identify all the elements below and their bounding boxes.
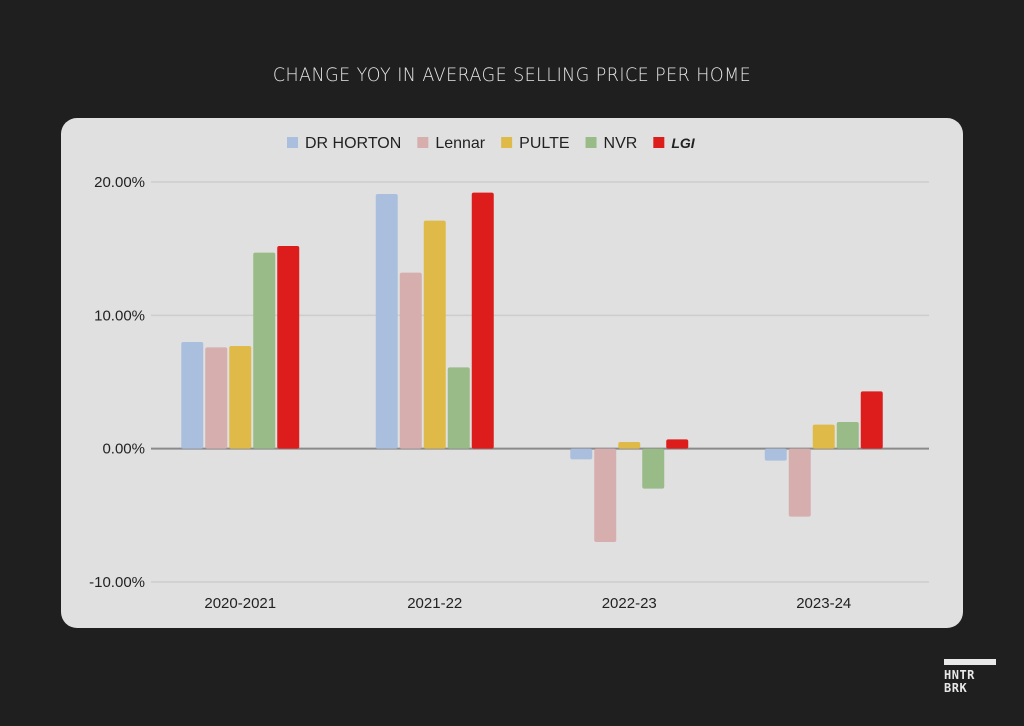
legend-label: Lennar — [435, 135, 485, 152]
bar-lgi-2022-23 — [666, 439, 689, 449]
bar-nvr-2020-2021 — [253, 252, 276, 449]
legend-swatch — [417, 137, 429, 148]
y-axis-ticks: 20.00% 10.00% 0.00% -10.00% — [89, 174, 145, 591]
logo-bar — [944, 659, 996, 665]
chart-title: CHANGE YOY IN AVERAGE SELLING PRICE PER … — [272, 64, 752, 86]
logo-line-1: HNTR — [944, 668, 975, 682]
legend-swatch — [287, 137, 298, 148]
legend-label: LGI — [671, 135, 695, 151]
brand-logo: HNTR BRK — [944, 659, 996, 695]
bars — [181, 192, 883, 542]
x-tick-label: 2020-2021 — [204, 595, 276, 612]
bar-nvr-2023-24 — [836, 422, 859, 449]
y-tick-label: 20.00% — [94, 174, 145, 191]
legend-label: DR HORTON — [305, 135, 401, 152]
chart-card: DR HORTON Lennar PULTE NVR LGI 20.00% 10.00% 0… — [61, 118, 963, 628]
bar-pulte-2021-22 — [423, 220, 446, 449]
bar-lennar-2020-2021 — [205, 347, 228, 449]
bar-pulte-2023-24 — [812, 424, 835, 449]
bar-nvr-2021-22 — [447, 367, 470, 449]
bar-lgi-2020-2021 — [277, 246, 300, 449]
x-tick-label: 2021-22 — [407, 595, 462, 612]
legend: DR HORTON Lennar PULTE NVR LGI — [287, 135, 696, 152]
bar-dr-horton-2022-23 — [570, 448, 593, 460]
x-tick-label: 2022-23 — [602, 595, 657, 612]
logo-line-2: BRK — [944, 681, 968, 695]
legend-label: PULTE — [519, 135, 569, 152]
bar-pulte-2020-2021 — [229, 346, 252, 449]
bar-nvr-2022-23 — [642, 448, 665, 489]
bar-pulte-2022-23 — [618, 442, 641, 449]
bar-dr-horton-2020-2021 — [181, 342, 204, 449]
bar-dr-horton-2021-22 — [375, 194, 398, 449]
bar-lgi-2023-24 — [860, 391, 883, 449]
legend-swatch — [585, 137, 597, 148]
bar-lennar-2021-22 — [399, 272, 422, 449]
bar-dr-horton-2023-24 — [764, 448, 787, 461]
x-axis-ticks: 2020-2021 2021-22 2022-23 2023-24 — [204, 595, 851, 612]
x-tick-label: 2023-24 — [796, 595, 851, 612]
bar-lgi-2021-22 — [471, 192, 494, 449]
y-tick-label: 10.00% — [94, 307, 145, 324]
legend-swatch — [501, 137, 513, 148]
y-tick-label: -10.00% — [89, 574, 145, 591]
legend-swatch — [653, 137, 665, 148]
bar-lennar-2023-24 — [788, 448, 811, 517]
bar-chart: DR HORTON Lennar PULTE NVR LGI 20.00% 10.00% 0… — [89, 135, 929, 612]
legend-label: NVR — [604, 135, 638, 152]
y-tick-label: 0.00% — [102, 441, 145, 458]
bar-lennar-2022-23 — [594, 448, 617, 542]
